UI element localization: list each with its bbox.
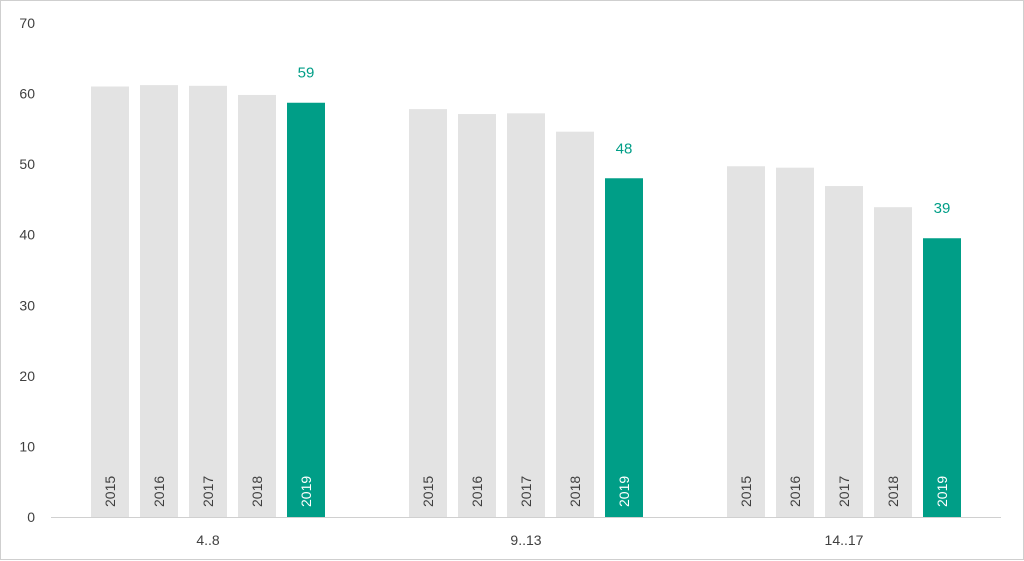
data-label: 59 <box>298 65 315 82</box>
bar <box>458 114 496 517</box>
bar-year-label: 2017 <box>518 476 534 507</box>
bar <box>507 113 545 518</box>
y-tick-label: 70 <box>19 15 35 31</box>
category-label: 4..8 <box>196 532 220 548</box>
data-label: 48 <box>616 140 633 157</box>
y-tick-label: 60 <box>19 86 35 102</box>
bar-year-label: 2016 <box>787 476 803 507</box>
bar-highlight <box>923 238 961 517</box>
bar <box>189 85 227 518</box>
y-tick-label: 10 <box>19 438 35 454</box>
bar-year-label: 2018 <box>249 476 265 507</box>
bar-year-label: 2015 <box>420 476 436 507</box>
y-tick-label: 20 <box>19 368 35 384</box>
bar-highlight <box>605 178 643 517</box>
bar-highlight <box>287 102 325 517</box>
bar <box>874 207 912 518</box>
bar-year-label: 2018 <box>567 476 583 507</box>
bar <box>238 94 276 518</box>
bar-year-label: 2019 <box>298 476 314 507</box>
bar <box>140 85 178 518</box>
bar-year-label: 2015 <box>738 476 754 507</box>
bar <box>91 86 129 517</box>
bar-year-label: 2016 <box>151 476 167 507</box>
bar-year-label: 2018 <box>885 476 901 507</box>
bar-year-label: 2015 <box>102 476 118 507</box>
bar <box>409 109 447 518</box>
data-label: 39 <box>934 200 951 217</box>
bar-year-label: 2019 <box>934 476 950 507</box>
bar <box>556 131 594 517</box>
bar-year-label: 2016 <box>469 476 485 507</box>
y-tick-label: 40 <box>19 227 35 243</box>
category-label: 14..17 <box>825 532 864 548</box>
y-tick-label: 50 <box>19 156 35 172</box>
bar <box>727 166 765 517</box>
bar <box>825 186 863 517</box>
y-tick-label: 0 <box>27 509 35 525</box>
y-tick-label: 30 <box>19 297 35 313</box>
category-label: 9..13 <box>510 532 541 548</box>
bar <box>776 167 814 517</box>
bar-year-label: 2019 <box>616 476 632 507</box>
bar-year-label: 2017 <box>836 476 852 507</box>
bar-year-label: 2017 <box>200 476 216 507</box>
